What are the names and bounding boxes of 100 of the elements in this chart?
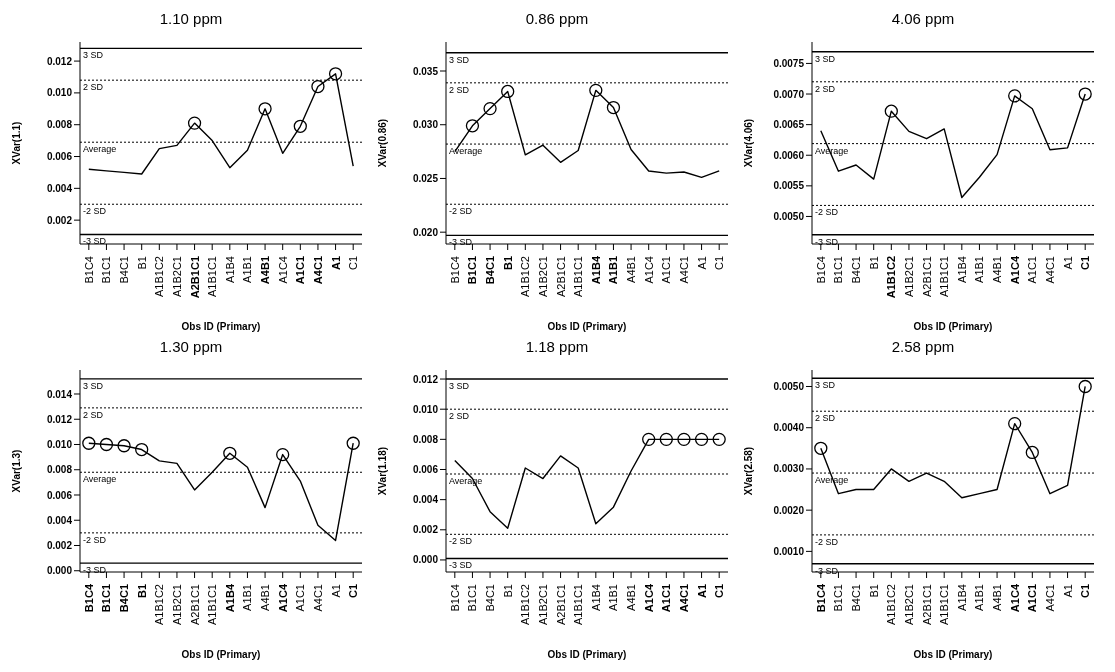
y-tick-label: 0.014 (46, 388, 73, 400)
x-tick-label: A1C4 (642, 583, 655, 613)
ref-line-label: -3 SD (815, 236, 839, 247)
x-tick-label: B1 (867, 256, 880, 270)
ref-line-label: -2 SD (449, 206, 473, 217)
y-tick-label: 0.012 (412, 373, 439, 385)
ref-line-label: -2 SD (449, 536, 473, 547)
point (82, 436, 96, 450)
x-tick-label: A1 (695, 584, 708, 599)
x-tick-label: A1 (1061, 256, 1074, 270)
point (814, 441, 828, 455)
y-tick-label: 0.006 (412, 464, 439, 476)
point (1025, 445, 1039, 460)
y-tick-label: 0.0030 (773, 463, 805, 475)
point (223, 446, 237, 460)
x-tick-label: A1B1C1 (572, 584, 585, 625)
chart-title: 2.58 ppm (890, 337, 956, 357)
x-tick-label: A1B2C1 (536, 584, 549, 625)
ref-line-label: Average (449, 146, 483, 157)
ref-line-label: 2 SD (83, 82, 104, 93)
x-tick-label: A1B1C2 (519, 256, 532, 297)
y-tick-label: 0.025 (412, 173, 439, 185)
ref-line-label: 2 SD (83, 409, 104, 420)
y-tick-label: 0.002 (46, 214, 73, 226)
y-axis-title: XVar(0.86) (376, 118, 388, 168)
x-tick-label: B1C4 (448, 584, 461, 612)
x-axis-title: Obs ID (Primary) (913, 321, 993, 332)
y-tick-label: 0.0050 (773, 211, 805, 222)
x-tick-label: A1B1C2 (885, 256, 898, 299)
x-tick-label: B1 (501, 584, 514, 598)
x-tick-label: A1B1 (973, 256, 986, 283)
x-tick-label: A1B4 (223, 583, 236, 613)
x-tick-label: B1C1 (100, 256, 113, 284)
point (328, 67, 343, 81)
y-tick-label: 0.002 (46, 540, 73, 552)
y-tick-label: 0.0070 (773, 88, 805, 100)
x-tick-label: A2B1C1 (188, 584, 201, 625)
y-tick-label: 0.0060 (773, 149, 805, 161)
y-tick-label: 0.000 (46, 565, 73, 577)
x-tick-label: B1 (135, 584, 148, 599)
y-tick-label: 0.0075 (773, 57, 805, 69)
x-tick-label: B1 (867, 584, 880, 598)
x-tick-label: A1B4 (955, 256, 968, 283)
y-tick-label: 0.006 (46, 489, 73, 501)
ref-line-label: -3 SD (83, 565, 107, 576)
ref-line-label: -3 SD (449, 560, 473, 571)
y-tick-label: 0.010 (46, 87, 73, 99)
point (293, 119, 307, 133)
x-tick-label: B1C4 (814, 256, 827, 284)
x-axis-title: Obs ID (Primary) (547, 649, 627, 660)
x-tick-label: A2B1C1 (554, 256, 567, 297)
x-tick-label: B1C4 (814, 583, 827, 613)
y-tick-label: 0.004 (46, 514, 73, 526)
point (117, 439, 131, 453)
x-tick-label: A1B1C2 (885, 584, 898, 625)
y-tick-label: 0.0065 (773, 119, 805, 131)
point (606, 100, 621, 115)
point (483, 101, 497, 116)
x-axis-title: Obs ID (Primary) (181, 321, 261, 332)
x-tick-label: A4B1 (259, 256, 272, 285)
point (135, 442, 149, 457)
point (589, 83, 603, 97)
x-tick-label: A4C1 (1043, 584, 1056, 612)
ref-line-label: -2 SD (815, 207, 839, 218)
point (501, 84, 515, 99)
x-tick-label: A1C4 (276, 583, 289, 613)
x-tick-label: A4B1 (991, 584, 1004, 611)
x-tick-label: A1B4 (223, 256, 236, 283)
ref-line-label: Average (83, 474, 117, 485)
point (187, 116, 202, 130)
x-tick-label: A1B1C1 (206, 256, 219, 297)
point (276, 447, 290, 462)
x-tick-label: A2B1C1 (920, 584, 933, 625)
x-tick-label: A1B4 (589, 584, 602, 611)
ref-line-label: 3 SD (83, 50, 104, 61)
x-tick-label: A4C1 (677, 584, 690, 613)
y-tick-label: 0.0020 (773, 504, 805, 516)
x-tick-label: B4C1 (118, 256, 131, 284)
ref-line-label: 3 SD (83, 380, 104, 391)
x-tick-label: A1B1C1 (206, 584, 219, 625)
x-tick-label: A4C1 (677, 256, 690, 284)
x-tick-label: A4B1 (625, 584, 638, 611)
x-tick-label: B1C4 (82, 583, 95, 613)
x-tick-label: C1 (347, 584, 360, 599)
y-tick-label: 0.0040 (773, 422, 805, 434)
x-tick-label: A1B1C2 (153, 256, 166, 297)
y-tick-label: 0.004 (46, 182, 73, 194)
ref-line-label: -2 SD (815, 536, 839, 547)
y-tick-label: 0.0010 (773, 545, 805, 557)
x-tick-label: C1 (1079, 584, 1092, 599)
x-tick-label: B1C1 (466, 584, 479, 612)
x-tick-label: B4C1 (850, 256, 863, 284)
y-axis-title: XVar(2.58) (742, 446, 754, 496)
x-tick-label: B4C1 (484, 584, 497, 612)
y-tick-label: 0.008 (46, 119, 73, 131)
x-tick-label: A1B1 (241, 256, 254, 283)
point (884, 104, 898, 118)
x-tick-label: A1 (695, 256, 708, 270)
ref-line-label: 2 SD (815, 413, 836, 424)
ref-line-label: -3 SD (815, 565, 839, 576)
